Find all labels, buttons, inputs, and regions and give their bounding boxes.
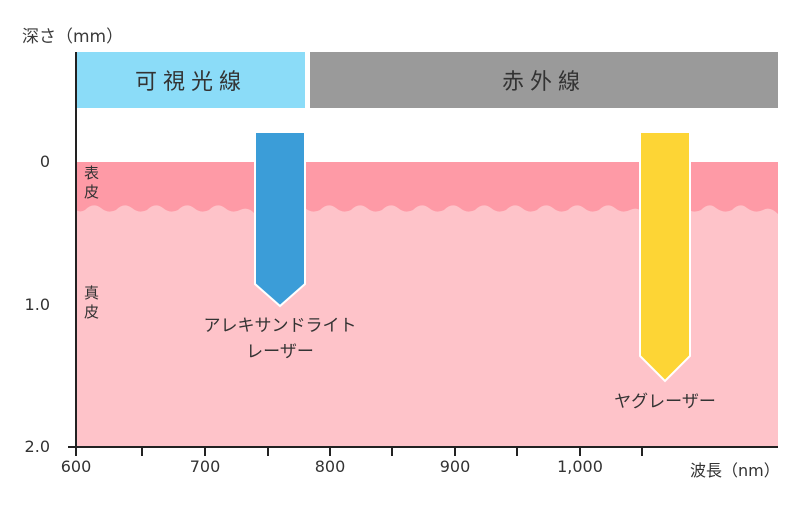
alexandrite-label-line2: レーザー <box>246 342 314 362</box>
visible-light-band: 可視光線 <box>77 52 305 108</box>
x-axis-title: 波長（nm） <box>690 461 780 480</box>
infrared-label: 赤外線 <box>501 70 586 95</box>
x-tick-1000: 1,000 <box>557 457 603 476</box>
x-ticks <box>75 447 643 456</box>
y-axis-title: 深さ（mm） <box>22 27 124 47</box>
y-tick-0: 0 <box>39 152 50 171</box>
x-tick-900: 900 <box>439 457 471 476</box>
x-tick-600: 600 <box>60 457 92 476</box>
alexandrite-laser-label: アレキサンドライト レーザー <box>180 313 380 365</box>
visible-light-label: 可視光線 <box>134 70 247 95</box>
yag-laser-arrow <box>639 131 691 383</box>
dermis-label: 真皮 <box>84 284 100 321</box>
alexandrite-label-line1: アレキサンドライト <box>203 316 357 336</box>
epidermis-label: 表皮 <box>84 164 100 201</box>
infrared-band: 赤外線 <box>310 52 778 108</box>
epidermis-layer <box>76 162 778 214</box>
y-tick-2: 2.0 <box>24 437 50 456</box>
alexandrite-laser-arrow <box>254 131 306 308</box>
y-tick-1: 1.0 <box>24 295 50 314</box>
x-tick-800: 800 <box>314 457 346 476</box>
yag-laser-label: ヤグレーザー <box>614 392 716 412</box>
x-tick-700: 700 <box>189 457 221 476</box>
